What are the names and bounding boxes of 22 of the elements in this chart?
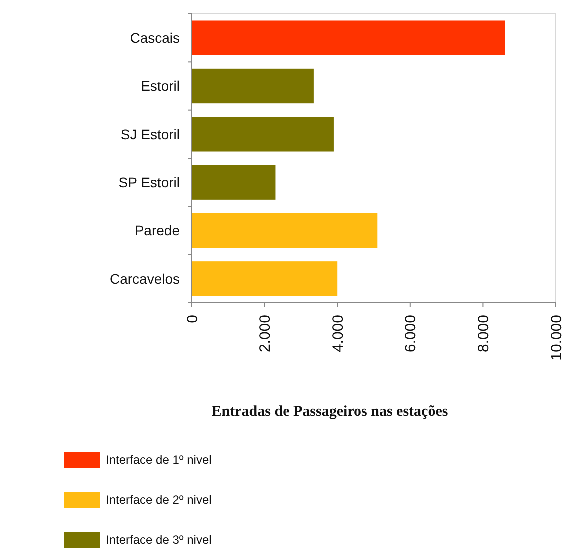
bar bbox=[192, 262, 338, 296]
y-tick-label: Estoril bbox=[141, 78, 180, 94]
bar bbox=[192, 213, 378, 248]
bar bbox=[192, 165, 276, 200]
x-tick-label: 4.000 bbox=[330, 315, 347, 353]
x-tick-label: 0 bbox=[184, 315, 202, 324]
bar bbox=[192, 20, 506, 56]
legend-label: Interface de 3º nivel bbox=[106, 533, 212, 548]
x-tick-label: 8.000 bbox=[475, 315, 492, 353]
x-tick-label: 10.000 bbox=[548, 315, 566, 361]
y-tick-label: Parede bbox=[134, 222, 180, 239]
y-tick-label: SJ Estoril bbox=[120, 126, 180, 142]
bar bbox=[192, 117, 334, 152]
legend-label: Interface de 2º nivel bbox=[106, 493, 212, 508]
x-tick-label: 6.000 bbox=[402, 315, 420, 353]
y-tick-label: SP Estoril bbox=[118, 174, 180, 190]
text: Entradas de Passageiros nas estações bbox=[212, 404, 448, 420]
y-tick-label: Cascais bbox=[130, 30, 180, 46]
bar bbox=[192, 68, 314, 104]
x-tick-label: 2.000 bbox=[257, 315, 274, 353]
legend-label: Interface de 1º nivel bbox=[106, 453, 212, 468]
y-tick-label: Carcavelos bbox=[110, 270, 180, 287]
